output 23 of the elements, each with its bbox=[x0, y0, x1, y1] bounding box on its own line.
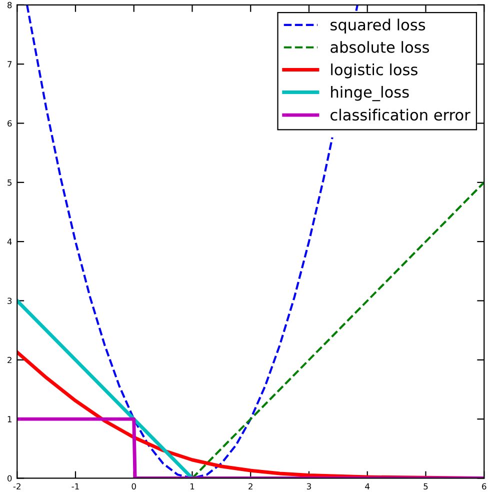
x-tick-label: 3 bbox=[306, 483, 311, 490]
legend-label: hinge_loss bbox=[331, 86, 409, 102]
x-tick-label: 4 bbox=[365, 483, 370, 490]
legend-label: logistic loss bbox=[331, 64, 418, 78]
x-tick-label: 0 bbox=[132, 483, 136, 490]
y-tick-label: 2 bbox=[8, 356, 12, 364]
y-tick-label: 0 bbox=[8, 475, 12, 482]
legend-label: squared loss bbox=[330, 18, 426, 34]
x-tick-label: 6 bbox=[482, 483, 486, 490]
x-tick-label: -2 bbox=[13, 483, 20, 490]
y-tick-label: 7 bbox=[8, 61, 12, 68]
legend-label: absolute loss bbox=[330, 41, 430, 53]
y-tick-label: 4 bbox=[7, 238, 12, 245]
y-tick-label: 8 bbox=[8, 2, 12, 8]
y-tick-label: 6 bbox=[8, 120, 12, 127]
y-tick-label: 1 bbox=[8, 416, 12, 422]
x-tick-label: 1 bbox=[190, 483, 194, 490]
y-tick-label: 5 bbox=[8, 180, 12, 186]
x-tick-label: -1 bbox=[72, 483, 79, 490]
y-tick-label: 3 bbox=[8, 298, 12, 304]
x-tick-label: 2 bbox=[248, 483, 252, 490]
legend-label: classification error bbox=[330, 108, 470, 121]
x-tick-label: 5 bbox=[424, 483, 428, 490]
